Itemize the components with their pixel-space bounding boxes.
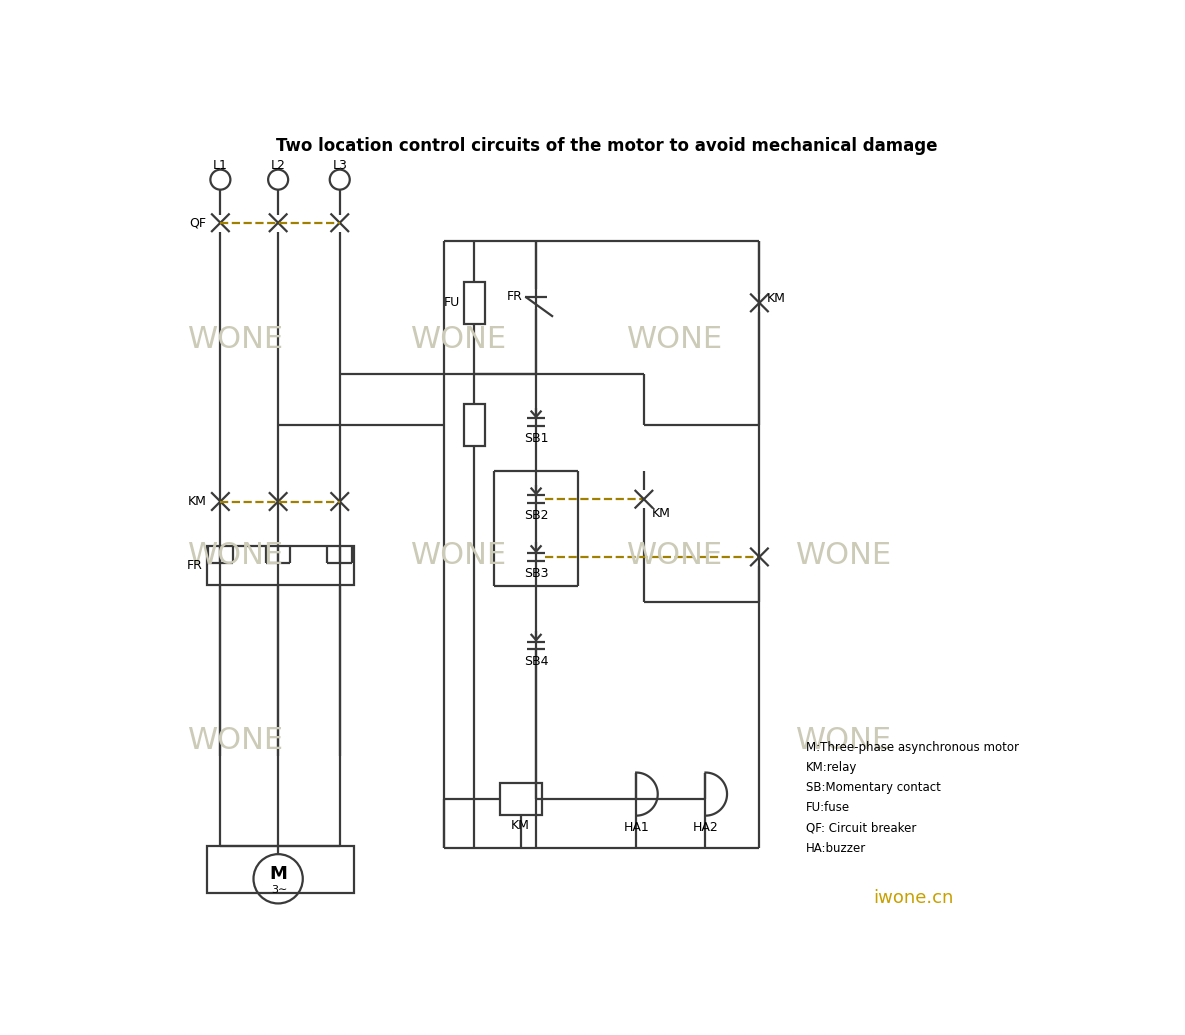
Text: Two location control circuits of the motor to avoid mechanical damage: Two location control circuits of the mot… (276, 137, 937, 155)
Text: WONE: WONE (627, 325, 723, 354)
Text: KM:relay: KM:relay (806, 762, 857, 774)
Text: WONE: WONE (796, 726, 892, 755)
Text: 3∼: 3∼ (271, 885, 288, 894)
Text: QF: QF (190, 216, 206, 230)
Text: FU:fuse: FU:fuse (806, 801, 850, 815)
Text: L2: L2 (270, 158, 286, 172)
Text: FU: FU (443, 296, 460, 309)
Bar (206, 847, 353, 892)
Text: WONE: WONE (796, 541, 892, 570)
Bar (206, 546, 353, 585)
Text: WONE: WONE (187, 325, 284, 354)
Text: KM: KM (511, 819, 530, 832)
Bar (463, 283, 486, 324)
Text: WONE: WONE (411, 325, 507, 354)
Text: SB2: SB2 (525, 509, 549, 522)
Text: L1: L1 (213, 158, 228, 172)
Text: QF: Circuit breaker: QF: Circuit breaker (806, 822, 916, 834)
Text: iwone.cn: iwone.cn (873, 889, 954, 907)
Text: HA:buzzer: HA:buzzer (806, 841, 866, 855)
Text: WONE: WONE (411, 541, 507, 570)
Text: KM: KM (767, 292, 786, 304)
Text: KM: KM (652, 506, 671, 520)
Text: L3: L3 (332, 158, 347, 172)
Text: FR: FR (187, 559, 203, 572)
Bar (500, 782, 543, 815)
Text: SB3: SB3 (525, 566, 549, 580)
Text: FR: FR (506, 290, 523, 303)
Text: WONE: WONE (187, 541, 284, 570)
Text: WONE: WONE (627, 541, 723, 570)
Text: KM: KM (187, 495, 206, 508)
Text: SB4: SB4 (525, 655, 549, 669)
Text: HA2: HA2 (692, 822, 718, 834)
Text: WONE: WONE (187, 726, 284, 755)
Text: M: M (269, 865, 287, 883)
Text: SB1: SB1 (525, 432, 549, 445)
Bar (463, 404, 486, 446)
Text: M:Three-phase asynchronous motor: M:Three-phase asynchronous motor (806, 741, 1019, 755)
Text: HA1: HA1 (623, 822, 649, 834)
Text: SB:Momentary contact: SB:Momentary contact (806, 781, 941, 795)
